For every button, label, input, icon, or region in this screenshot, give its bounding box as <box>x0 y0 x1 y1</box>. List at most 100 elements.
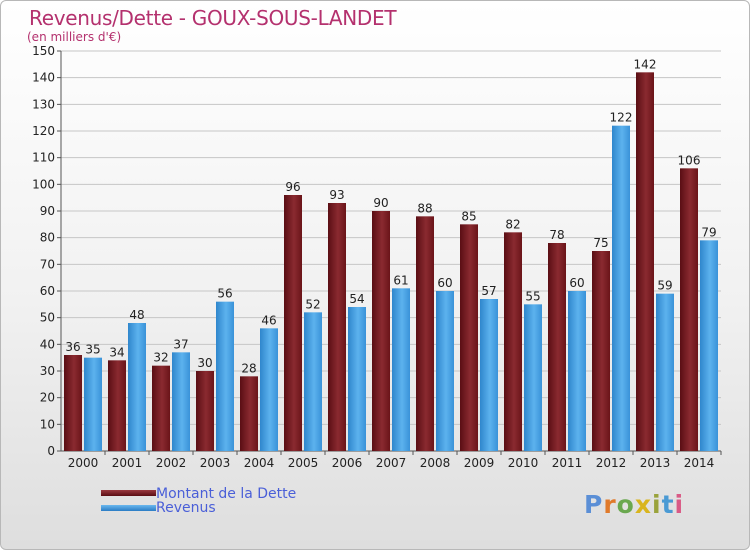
x-tick-label: 2008 <box>420 456 451 470</box>
data-label-revenus: 56 <box>217 287 232 301</box>
bar-revenus <box>392 288 410 451</box>
bar-dette <box>636 72 654 451</box>
data-label-dette: 142 <box>634 57 657 71</box>
y-tick-label: 110 <box>32 151 55 165</box>
data-label-dette: 90 <box>373 196 388 210</box>
y-tick-label: 120 <box>32 124 55 138</box>
x-tick-label: 2010 <box>508 456 539 470</box>
x-tick-label: 2013 <box>640 456 671 470</box>
data-label-dette: 85 <box>461 209 476 223</box>
data-label-revenus: 48 <box>129 308 144 322</box>
bar-revenus <box>612 125 630 452</box>
bar-revenus <box>216 301 234 451</box>
bar-revenus <box>304 312 322 451</box>
y-tick-label: 10 <box>40 417 55 431</box>
bar-dette <box>416 216 434 451</box>
data-label-dette: 75 <box>593 236 608 250</box>
data-label-revenus: 59 <box>657 279 672 293</box>
bar-revenus <box>436 291 454 451</box>
data-label-revenus: 57 <box>481 284 496 298</box>
y-tick-label: 70 <box>40 257 55 271</box>
x-tick-label: 2006 <box>332 456 363 470</box>
bar-dette <box>460 224 478 451</box>
legend-label-dette: Montant de la Dette <box>156 486 297 502</box>
data-label-dette: 82 <box>505 217 520 231</box>
data-label-revenus: 55 <box>525 289 540 303</box>
bar-revenus <box>260 328 278 451</box>
bar-revenus <box>348 307 366 451</box>
bar-dette <box>284 195 302 451</box>
proxiti-logo: Proxiti <box>584 490 685 519</box>
legend-label-revenus: Revenus <box>156 500 216 516</box>
y-tick-label: 140 <box>32 71 55 85</box>
bar-dette <box>240 376 258 451</box>
data-label-revenus: 37 <box>173 337 188 351</box>
x-tick-label: 2009 <box>464 456 495 470</box>
y-tick-label: 130 <box>32 97 55 111</box>
bar-dette <box>64 355 82 451</box>
y-tick-label: 100 <box>32 177 55 191</box>
chart-title: Revenus/Dette - GOUX-SOUS-LANDET <box>29 6 397 30</box>
y-tick-label: 40 <box>40 337 55 351</box>
y-tick-label: 0 <box>47 444 55 458</box>
data-label-revenus: 52 <box>305 297 320 311</box>
bar-dette <box>196 371 214 451</box>
bar-revenus <box>700 240 718 451</box>
y-tick-label: 90 <box>40 204 55 218</box>
data-label-revenus: 61 <box>393 273 408 287</box>
bar-dette <box>108 360 126 451</box>
data-label-dette: 36 <box>65 340 80 354</box>
data-label-dette: 96 <box>285 180 300 194</box>
bar-revenus <box>128 323 146 451</box>
y-tick-label: 30 <box>40 364 55 378</box>
data-label-revenus: 35 <box>85 343 100 357</box>
data-label-dette: 28 <box>241 361 256 375</box>
x-tick-label: 2011 <box>552 456 583 470</box>
bar-revenus <box>568 291 586 451</box>
y-tick-label: 150 <box>32 44 55 58</box>
bar-dette <box>548 243 566 451</box>
data-label-dette: 32 <box>153 351 168 365</box>
x-tick-label: 2004 <box>244 456 275 470</box>
bar-revenus <box>524 304 542 451</box>
y-tick-label: 50 <box>40 311 55 325</box>
bar-dette <box>504 232 522 451</box>
bar-revenus <box>84 357 102 451</box>
x-tick-label: 2001 <box>112 456 143 470</box>
data-label-dette: 88 <box>417 201 432 215</box>
x-tick-label: 2000 <box>68 456 99 470</box>
bar-dette <box>328 203 346 451</box>
data-label-dette: 106 <box>678 153 701 167</box>
x-tick-label: 2003 <box>200 456 231 470</box>
data-label-dette: 93 <box>329 188 344 202</box>
bar-dette <box>592 251 610 451</box>
bar-dette <box>152 365 170 451</box>
data-label-revenus: 54 <box>349 292 364 306</box>
data-label-revenus: 122 <box>610 111 633 125</box>
legend-swatch-revenus <box>101 505 156 511</box>
legend-swatch-dette <box>101 490 156 496</box>
data-label-dette: 30 <box>197 356 212 370</box>
data-label-dette: 78 <box>549 228 564 242</box>
bar-revenus <box>480 299 498 451</box>
x-tick-label: 2007 <box>376 456 407 470</box>
chart-subtitle: (en milliers d'€) <box>27 30 122 44</box>
x-tick-label: 2005 <box>288 456 319 470</box>
data-label-dette: 34 <box>109 345 124 359</box>
bar-dette <box>680 168 698 452</box>
bar-revenus <box>656 293 674 451</box>
data-label-revenus: 46 <box>261 313 276 327</box>
data-label-revenus: 79 <box>701 225 716 239</box>
y-tick-label: 80 <box>40 231 55 245</box>
data-label-revenus: 60 <box>569 276 584 290</box>
data-label-revenus: 60 <box>437 276 452 290</box>
x-tick-label: 2002 <box>156 456 187 470</box>
y-tick-label: 60 <box>40 284 55 298</box>
bar-dette <box>372 211 390 451</box>
y-tick-label: 20 <box>40 391 55 405</box>
bar-revenus <box>172 352 190 451</box>
x-tick-label: 2012 <box>596 456 627 470</box>
x-tick-label: 2014 <box>684 456 715 470</box>
